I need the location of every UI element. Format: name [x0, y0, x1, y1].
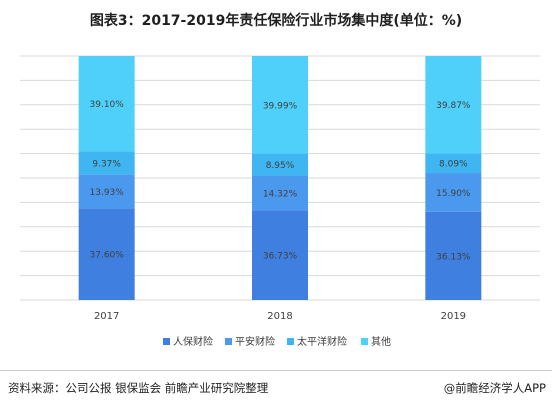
chart-title: 图表3：2017-2019年责任保险行业市场集中度(单位：%) [89, 13, 463, 29]
x-tick-label: 2018 [267, 311, 292, 322]
x-tick-label: 2017 [94, 311, 119, 322]
legend-label: 其他 [371, 335, 391, 348]
bar-segment [78, 151, 135, 175]
data-label: 36.13% [436, 252, 471, 262]
legend: 人保财险 平安财险 太平洋财险 其他 [163, 335, 391, 348]
brand-credit: @前瞻经济学人APP [443, 381, 546, 395]
data-label: 36.73% [263, 252, 298, 262]
data-label: 39.10% [90, 100, 125, 110]
data-label: 9.37% [92, 159, 121, 169]
x-tick-label: 2019 [441, 311, 466, 322]
bar-segment [425, 153, 482, 174]
bar-segment [252, 175, 308, 211]
stacked-bar-chart: 37.60% 13.93% 9.37% 39.10% 36.73% 14.32% 8.95%… [20, 55, 540, 348]
footer-divider [0, 370, 552, 371]
data-label: 39.87% [436, 101, 471, 111]
data-label: 14.32% [263, 189, 298, 199]
bar-segment [252, 56, 308, 154]
source-note: 资料来源：公司公报 银保监会 前瞻产业研究院整理 [8, 381, 269, 395]
data-label: 37.60% [90, 251, 125, 261]
data-label: 13.93% [90, 188, 125, 198]
x-axis-ticks: 2017 2018 2019 [94, 311, 466, 322]
legend-swatch [163, 338, 170, 345]
bar-segment [252, 210, 308, 300]
legend-swatch [287, 338, 294, 345]
legend-label: 人保财险 [173, 335, 213, 348]
bar-segment [425, 211, 482, 300]
legend-swatch [225, 338, 232, 345]
data-label: 39.99% [263, 101, 298, 111]
bar-group: 37.60% 13.93% 9.37% 39.10% 36.73% 14.32% 8.95%… [78, 56, 482, 300]
data-label: 8.95% [266, 161, 295, 171]
legend-label: 平安财险 [235, 335, 275, 348]
bar-segment [425, 56, 482, 154]
data-label: 8.09% [439, 160, 468, 170]
data-label: 15.90% [436, 189, 471, 199]
bar-segment [425, 173, 482, 212]
legend-swatch [361, 338, 368, 345]
bar-segment [78, 56, 135, 152]
bar-segment [78, 174, 135, 209]
bar-segment [252, 153, 308, 176]
legend-label: 太平洋财险 [297, 335, 347, 348]
bar-segment [78, 208, 135, 300]
